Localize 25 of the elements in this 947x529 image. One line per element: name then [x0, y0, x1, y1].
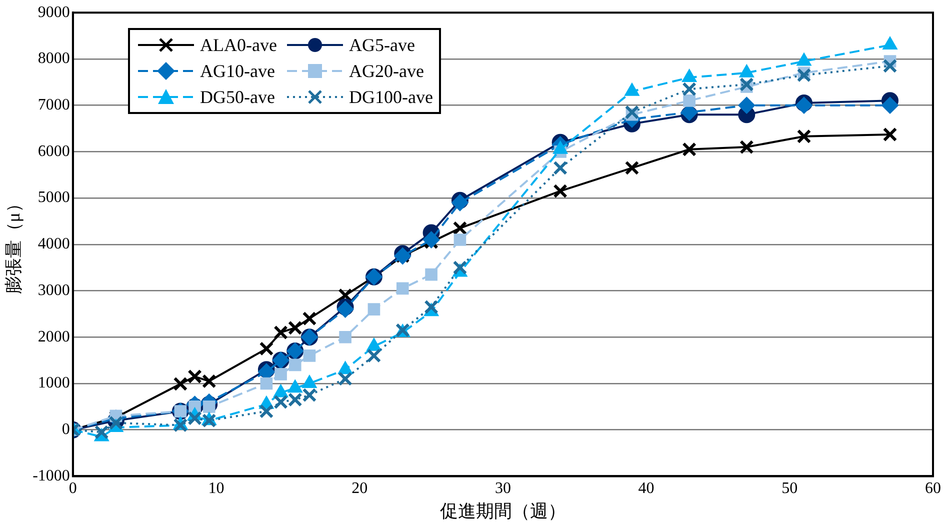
x-tick-label: 30: [494, 480, 511, 498]
y-tick-label: 3000: [38, 282, 70, 299]
legend-label: DG100-ave: [348, 86, 433, 108]
y-axis-title: 膨張量（μ）: [4, 194, 24, 294]
legend-label: ALA0-ave: [200, 34, 277, 56]
y-tick-label: 9000: [38, 4, 70, 21]
y-tick-label: 5000: [38, 189, 70, 206]
y-tick-label: 4000: [38, 236, 70, 253]
y-tick-label: 6000: [38, 142, 70, 160]
legend-label: AG5-ave: [348, 34, 415, 56]
y-tick-label: 1000: [38, 374, 70, 392]
legend-label: AG10-ave: [200, 60, 275, 82]
y-tick-label: -1000: [32, 467, 70, 484]
x-axis-title: 促進期間（週）: [440, 500, 566, 521]
y-tick-label: 7000: [38, 96, 70, 114]
legend-label: DG50-ave: [200, 86, 275, 108]
y-tick-label: 0: [62, 421, 70, 438]
x-tick-label: 10: [208, 480, 224, 498]
x-tick-label: 50: [782, 480, 798, 498]
x-tick-label: 20: [352, 480, 368, 498]
y-tick-label: 8000: [38, 50, 70, 68]
x-tick-label: 40: [638, 480, 654, 498]
x-tick-label: 60: [925, 480, 941, 498]
legend-label: AG20-ave: [348, 60, 424, 82]
y-tick-label: 2000: [38, 328, 70, 346]
